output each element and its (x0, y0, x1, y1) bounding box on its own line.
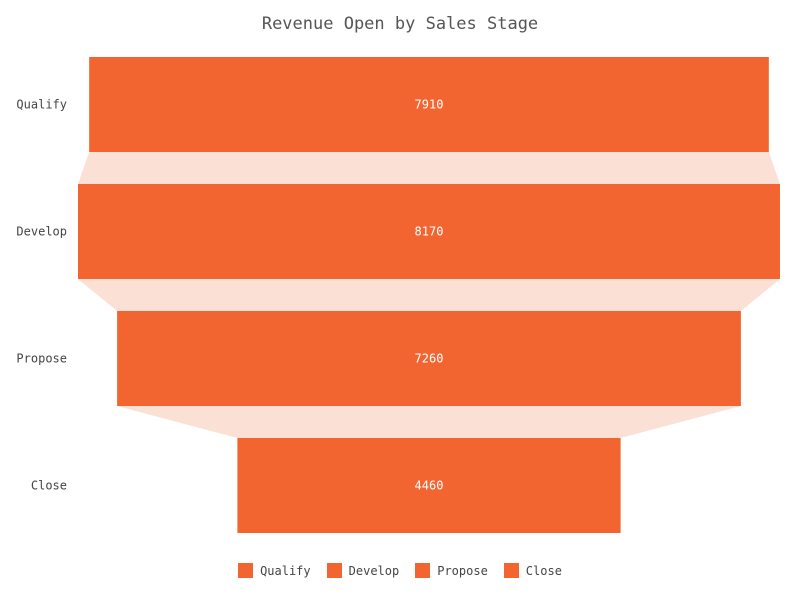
legend-swatch-propose (415, 563, 431, 578)
funnel-labels: 7910 Qualify 8170 Develop 7260 Propose 4460 Clo… (16, 98, 443, 493)
legend-label-close: Close (525, 563, 562, 578)
legend-swatch-qualify (238, 563, 254, 578)
funnel-bars (78, 57, 780, 533)
value-label-close: 4460 (415, 479, 444, 493)
funnel-bar-close[interactable] (237, 438, 621, 533)
funnel-connector-develop-propose (78, 279, 780, 311)
funnel-connector-qualify-develop (78, 152, 780, 184)
legend-label-develop: Develop (348, 563, 400, 578)
funnel-connector-propose-close (117, 406, 741, 438)
value-label-develop: 8170 (415, 225, 444, 239)
chart-title: Revenue Open by Sales Stage (261, 14, 539, 34)
legend-item-propose[interactable]: Propose (415, 563, 488, 578)
legend-label-qualify: Qualify (260, 563, 311, 578)
value-label-qualify: 7910 (415, 98, 444, 112)
funnel-connectors (78, 152, 780, 438)
funnel-bar-develop[interactable] (78, 184, 780, 279)
legend-item-close[interactable]: Close (503, 563, 562, 578)
stage-label-qualify: Qualify (16, 98, 67, 112)
legend-swatch-develop (326, 563, 342, 578)
value-label-propose: 7260 (415, 352, 444, 366)
stage-label-develop: Develop (16, 225, 67, 239)
legend-item-develop[interactable]: Develop (326, 563, 400, 578)
legend: Qualify Develop Propose Close (0, 563, 800, 578)
funnel-bar-qualify[interactable] (89, 57, 769, 152)
stage-label-close: Close (31, 479, 67, 493)
stage-label-propose: Propose (16, 352, 67, 366)
legend-swatch-close (503, 563, 519, 578)
funnel-bar-propose[interactable] (117, 311, 741, 406)
legend-item-qualify[interactable]: Qualify (238, 563, 311, 578)
legend-label-propose: Propose (437, 563, 488, 578)
